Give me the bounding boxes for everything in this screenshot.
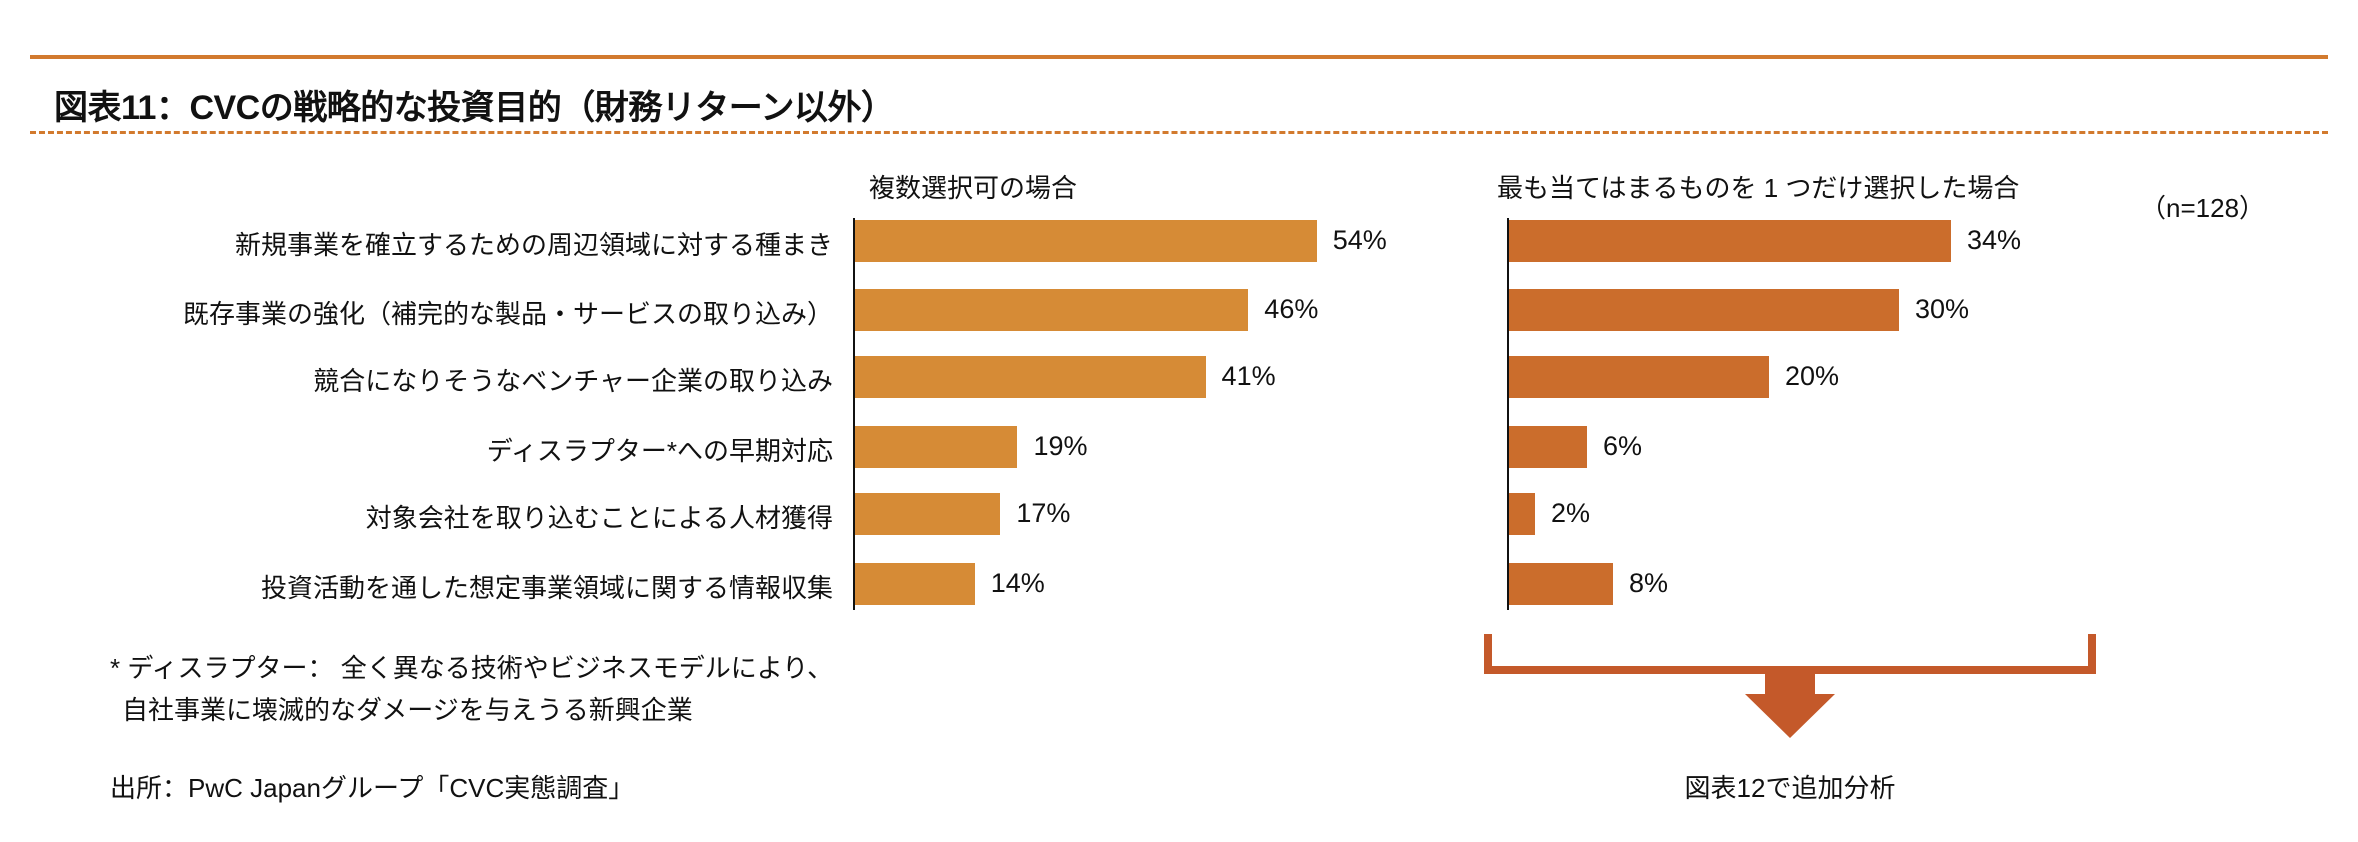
bar bbox=[855, 289, 1249, 331]
arrow-label: 図表12で追加分析 bbox=[1684, 773, 1896, 803]
value-label: 34% bbox=[1967, 225, 2022, 255]
bar bbox=[1509, 220, 1951, 262]
source-note: 出所：PwC Japanグループ「CVC実態調査」 bbox=[110, 773, 635, 803]
value-label: 17% bbox=[1016, 498, 1071, 528]
right-axis bbox=[1507, 218, 1509, 610]
category-label: 投資活動を通した想定事業領域に関する情報収集 bbox=[260, 573, 833, 603]
bar bbox=[1509, 426, 1587, 468]
value-label: 2% bbox=[1551, 498, 1591, 528]
footnote-line-1: * ディスラプター： 全く異なる技術やビジネスモデルにより、 bbox=[110, 653, 834, 683]
category-label: 対象会社を取り込むことによる人材獲得 bbox=[365, 503, 833, 533]
category-label: 新規事業を確立するための周辺領域に対する種まき bbox=[234, 230, 833, 260]
value-label: 14% bbox=[990, 568, 1045, 598]
value-label: 54% bbox=[1332, 225, 1387, 255]
dashed-divider bbox=[30, 131, 2328, 134]
value-label: 19% bbox=[1033, 431, 1088, 461]
sample-size: （n=128） bbox=[2140, 193, 2266, 223]
figure-title: 図表11：CVCの戦略的な投資目的（財務リターン以外） bbox=[54, 89, 895, 127]
category-label: 競合になりそうなベンチャー企業の取り込み bbox=[313, 366, 833, 396]
bracket-arrow-icon bbox=[1484, 634, 2096, 738]
value-label: 41% bbox=[1221, 361, 1276, 391]
value-label: 6% bbox=[1603, 431, 1643, 461]
bar bbox=[1509, 289, 1899, 331]
bar bbox=[1509, 493, 1535, 535]
left-axis bbox=[853, 218, 855, 610]
category-label: ディスラプター*への早期対応 bbox=[486, 436, 833, 466]
top-rule bbox=[30, 55, 2328, 59]
bar bbox=[855, 563, 975, 605]
value-label: 30% bbox=[1915, 294, 1970, 324]
bar bbox=[855, 356, 1206, 398]
value-label: 8% bbox=[1629, 568, 1669, 598]
bar bbox=[855, 493, 1001, 535]
value-label: 46% bbox=[1264, 294, 1319, 324]
bar bbox=[1509, 563, 1613, 605]
right-chart-title: 最も当てはまるものを 1 つだけ選択した場合 bbox=[1497, 173, 2020, 203]
left-chart-title: 複数選択可の場合 bbox=[869, 173, 1078, 203]
bar bbox=[1509, 356, 1769, 398]
bar bbox=[855, 220, 1317, 262]
bar bbox=[855, 426, 1018, 468]
footnote-line-2: 自社事業に壊滅的なダメージを与えうる新興企業 bbox=[122, 695, 693, 725]
category-label: 既存事業の強化（補完的な製品・サービスの取り込み） bbox=[182, 299, 833, 329]
value-label: 20% bbox=[1785, 361, 1840, 391]
